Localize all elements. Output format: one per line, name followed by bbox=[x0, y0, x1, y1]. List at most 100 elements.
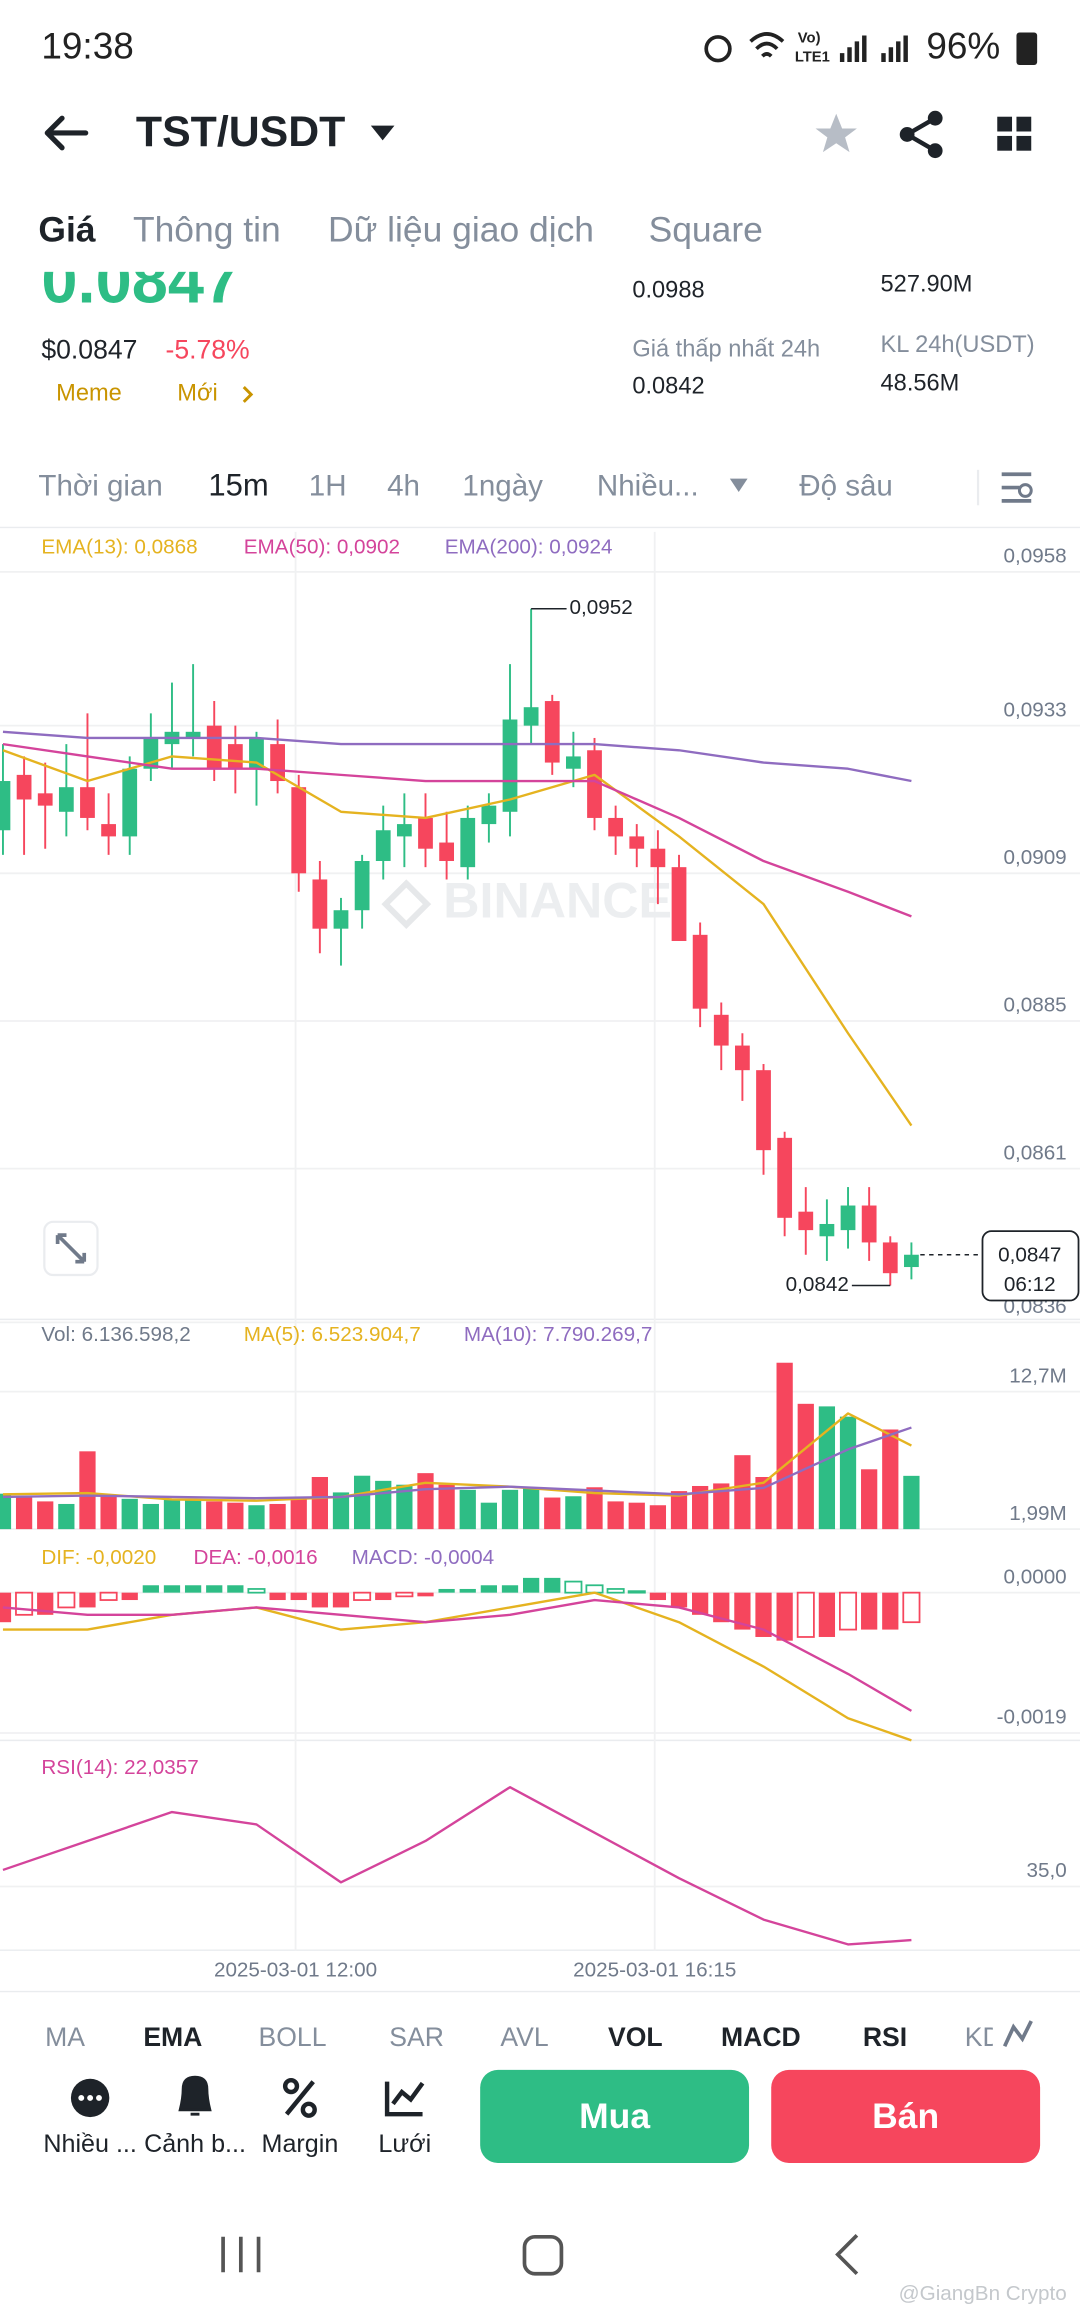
interval[interactable]: 15m bbox=[208, 468, 268, 503]
legend-entry: MACD: -0,0004 bbox=[352, 1546, 494, 1569]
nav-recents[interactable] bbox=[221, 2236, 261, 2273]
candle-body bbox=[756, 1070, 771, 1151]
bar bbox=[395, 1591, 414, 1598]
chart-area: 2025-03-01 12:00 2025-03-01 16:15 0,0958 0,… bbox=[0, 531, 1080, 1981]
bar bbox=[797, 1403, 814, 1530]
watermark: @GiangBn Crypto bbox=[899, 2282, 1067, 2305]
share-button[interactable] bbox=[899, 110, 943, 159]
bar bbox=[57, 1591, 76, 1609]
indicator[interactable]: MA bbox=[45, 2022, 85, 2052]
countdown: 06:12 bbox=[1004, 1273, 1056, 1296]
tab[interactable]: Dữ liệu giao dịch bbox=[328, 209, 594, 249]
buy-button[interactable] bbox=[480, 2069, 750, 2163]
indicator[interactable]: SAR bbox=[389, 2022, 444, 2052]
action[interactable]: Lưới bbox=[378, 2130, 431, 2158]
indicator[interactable]: BOLL bbox=[259, 2022, 327, 2052]
favorite-button[interactable] bbox=[815, 113, 857, 153]
low-label: 0,0842 bbox=[786, 1273, 849, 1296]
bar bbox=[269, 1503, 286, 1530]
indicator[interactable]: AVL bbox=[500, 2022, 548, 2052]
bar bbox=[58, 1503, 75, 1530]
bar bbox=[163, 1498, 181, 1530]
candle-body bbox=[671, 867, 687, 941]
bar bbox=[121, 1592, 138, 1601]
wifi-icon bbox=[749, 32, 785, 58]
sell-label: Bán bbox=[872, 2096, 939, 2136]
candle-body bbox=[904, 1254, 919, 1268]
bar bbox=[670, 1491, 688, 1530]
interval[interactable]: 1H bbox=[309, 469, 347, 502]
bar bbox=[882, 1429, 899, 1530]
pair-title[interactable]: TST/USDT bbox=[136, 108, 345, 156]
indicator[interactable]: RSI bbox=[863, 2022, 907, 2052]
bar bbox=[311, 1592, 328, 1608]
action[interactable]: Margin bbox=[262, 2130, 339, 2158]
pair-dropdown[interactable] bbox=[370, 125, 395, 141]
bar bbox=[480, 1502, 497, 1530]
tab[interactable]: Square bbox=[649, 209, 763, 249]
bar bbox=[269, 1592, 286, 1601]
signal-icon bbox=[839, 35, 908, 63]
x-tick-label: 2025-03-01 16:15 bbox=[573, 1958, 736, 1981]
interval[interactable]: Thời gian bbox=[38, 469, 162, 502]
bar bbox=[438, 1588, 455, 1593]
chart-settings[interactable] bbox=[1001, 472, 1032, 503]
interval[interactable]: Nhiều... bbox=[597, 469, 699, 502]
bar bbox=[459, 1588, 476, 1593]
y-tick-label: -0,0019 bbox=[997, 1706, 1067, 1729]
status-bar: 19:38 Vo) LTE1 96% bbox=[41, 26, 1038, 67]
bar bbox=[37, 1592, 54, 1615]
interval[interactable]: 4h bbox=[387, 469, 420, 502]
low-24h-label: Giá thấp nhất 24h bbox=[632, 336, 820, 362]
indicator[interactable]: VOL bbox=[608, 2022, 663, 2052]
layout-button[interactable] bbox=[997, 116, 1032, 151]
tag[interactable]: Mới bbox=[177, 381, 217, 407]
candle-body bbox=[396, 824, 412, 837]
network-text: Vo) bbox=[798, 30, 821, 46]
last-price-box bbox=[981, 1230, 1080, 1302]
tab[interactable]: Thông tin bbox=[133, 209, 281, 249]
candle-body bbox=[840, 1205, 856, 1231]
alert-icon bbox=[178, 2075, 212, 2116]
bar bbox=[438, 1484, 455, 1530]
back-button[interactable] bbox=[44, 115, 89, 151]
series-line bbox=[2, 1591, 912, 1742]
indicator-tabs: MA EMA BOLL SAR AVL VOL MACD RSI KDJ bbox=[45, 2022, 1015, 2052]
bar bbox=[227, 1585, 244, 1593]
candle-body bbox=[650, 848, 666, 868]
tab[interactable]: Giá bbox=[38, 209, 95, 249]
sell-button[interactable] bbox=[771, 2069, 1041, 2163]
interval[interactable]: Độ sâu bbox=[799, 469, 893, 502]
action[interactable]: Cảnh b... bbox=[144, 2130, 246, 2158]
margin-icon bbox=[282, 2077, 317, 2118]
indicator[interactable]: EMA bbox=[143, 2022, 202, 2052]
indicator-settings[interactable] bbox=[1002, 2020, 1033, 2047]
bar bbox=[734, 1455, 751, 1530]
chart-settings-icon bbox=[1017, 483, 1033, 498]
tag[interactable]: Meme bbox=[56, 381, 122, 407]
bar bbox=[796, 1591, 815, 1638]
legend-entry: MA(5): 6.523.904,7 bbox=[244, 1323, 421, 1346]
candle-body bbox=[439, 842, 455, 862]
expand-button[interactable] bbox=[43, 1220, 99, 1277]
usd-price: $0.0847 bbox=[41, 335, 137, 365]
interval-bar: Thời gian 15m 1H 4h 1ngày Nhiều... Độ sâ… bbox=[38, 468, 1033, 506]
candle-body bbox=[37, 793, 53, 806]
candle-body bbox=[375, 830, 391, 862]
indicator[interactable]: MACD bbox=[721, 2022, 801, 2052]
bar bbox=[818, 1406, 836, 1530]
legend-entry: EMA(13): 0,0868 bbox=[41, 536, 197, 559]
bar bbox=[670, 1592, 688, 1608]
nav-home[interactable] bbox=[522, 2234, 564, 2276]
bar bbox=[882, 1592, 899, 1630]
interval[interactable]: 1ngày bbox=[462, 469, 543, 502]
action[interactable]: Nhiều ... bbox=[43, 2130, 137, 2158]
nav-back[interactable] bbox=[835, 2234, 859, 2276]
candle-body bbox=[735, 1045, 750, 1071]
bar bbox=[206, 1501, 223, 1530]
bar bbox=[713, 1483, 730, 1530]
y-tick-label: 0,0909 bbox=[1003, 846, 1066, 869]
legend-entry: Vol: 6.136.598,2 bbox=[41, 1323, 190, 1346]
y-tick-label: 0,0958 bbox=[1003, 545, 1066, 568]
